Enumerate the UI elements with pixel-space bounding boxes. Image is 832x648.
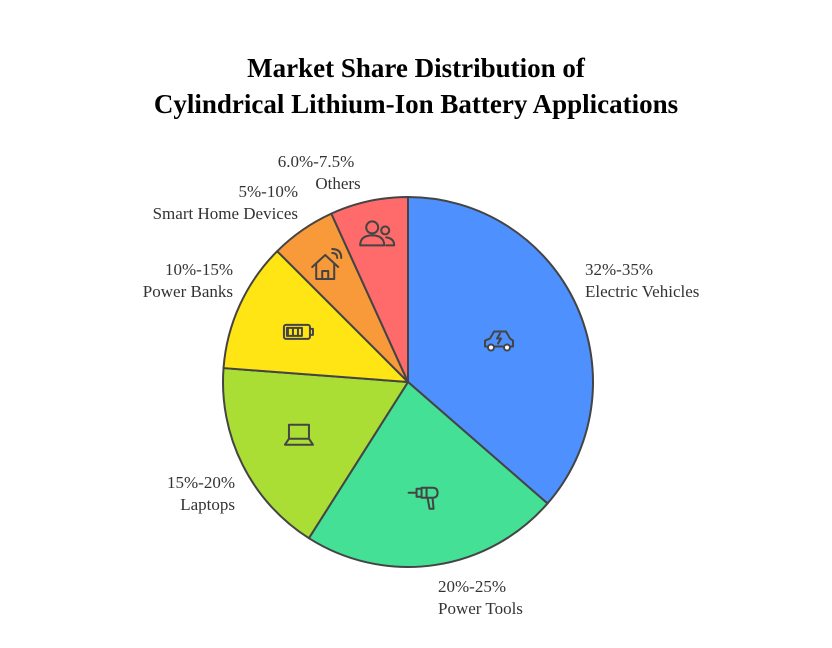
chart-title-line1: Market Share Distribution of xyxy=(247,53,585,83)
category-label: Electric Vehicles xyxy=(585,282,700,301)
label-power-tools: 20%-25% Power Tools xyxy=(438,576,523,620)
range-label: 10%-15% xyxy=(165,260,233,279)
label-power-banks: 10%-15% Power Banks xyxy=(143,259,233,303)
pie-slice-laptops xyxy=(222,367,409,540)
range-label: 32%-35% xyxy=(585,260,653,279)
category-label: Others xyxy=(315,174,361,193)
smart-home-icon xyxy=(311,247,343,280)
laptop-icon xyxy=(283,423,314,446)
label-electric-vehicles: 32%-35% Electric Vehicles xyxy=(585,259,699,303)
car-electric-icon xyxy=(484,330,515,352)
chart-title-line2: Cylindrical Lithium-Ion Battery Applicat… xyxy=(153,89,679,119)
range-label: 15%-20% xyxy=(167,473,235,492)
pie-slice-electric-vehicles xyxy=(407,196,594,505)
range-label: 6.0%-7.5% xyxy=(277,152,355,171)
pie-slice-others xyxy=(330,196,409,383)
pie-slice-power-banks xyxy=(222,250,409,383)
category-label: Laptops xyxy=(180,495,235,514)
battery-icon xyxy=(282,323,314,340)
label-laptops: 15%-20% Laptops xyxy=(167,472,235,516)
label-smart-home: 5%-10% Smart Home Devices xyxy=(153,181,298,225)
range-label: 5%-10% xyxy=(238,182,298,201)
category-label: Power Tools xyxy=(438,599,523,618)
category-label: Smart Home Devices xyxy=(152,204,298,223)
range-label: 20%-25% xyxy=(438,577,506,596)
category-label: Power Banks xyxy=(142,282,233,301)
people-icon xyxy=(359,220,396,247)
drill-icon xyxy=(407,486,439,510)
label-others: 6.0%-7.5% Others xyxy=(266,151,366,195)
pie-slice-power-tools xyxy=(307,381,549,568)
